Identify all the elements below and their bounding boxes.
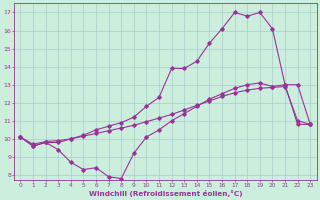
X-axis label: Windchill (Refroidissement éolien,°C): Windchill (Refroidissement éolien,°C) [89, 190, 242, 197]
